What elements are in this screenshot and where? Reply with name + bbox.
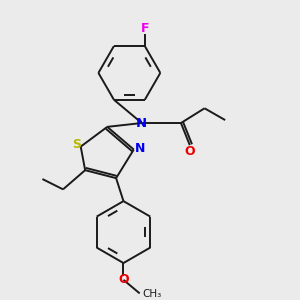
Text: S: S [72,138,81,151]
Text: CH₃: CH₃ [142,289,161,299]
Text: F: F [141,22,149,35]
Text: O: O [184,145,195,158]
Text: N: N [135,142,146,154]
Text: N: N [136,116,147,130]
Text: O: O [118,273,129,286]
